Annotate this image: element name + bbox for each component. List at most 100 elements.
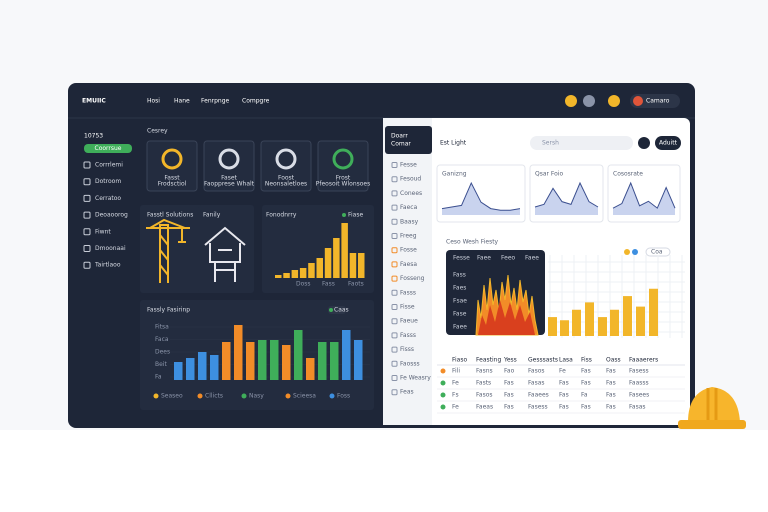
button-label: Coorrsue [95,145,122,152]
overlay-menu [383,118,432,425]
legend-dot [285,393,291,399]
row-dot [440,380,446,386]
table-header: Faaaerers [629,357,658,364]
card[interactable] [146,140,198,192]
nav-link[interactable]: Compgre [242,98,270,105]
menu-icon [391,275,398,282]
menu-item[interactable]: Tairtlaoo [94,262,121,269]
icon-button[interactable] [638,137,650,149]
menu-item[interactable]: Cerratoo [95,195,121,202]
card-icon [275,148,297,170]
panel-title: Fanily [203,212,221,219]
header-icon[interactable] [608,95,620,107]
menu-item[interactable]: Fosse [400,247,417,254]
table-cell: Fasts [476,380,491,387]
bar [333,238,340,278]
card[interactable] [260,140,312,192]
menu-icon [391,218,398,225]
menu-item[interactable]: Fosseng [400,275,425,282]
table-header: Lasa [559,357,573,364]
avatar [633,96,643,106]
menu-item[interactable]: Fasss [400,332,416,339]
menu-item[interactable]: Fesoud [400,176,421,183]
menu-item[interactable]: Fisse [400,304,415,311]
house-icon [204,226,246,282]
table-cell: Faaees [528,392,549,399]
sidebar-button[interactable] [84,144,132,153]
bar [316,258,323,278]
axis-label: Dees [155,349,170,356]
menu-item[interactable]: Faeue [400,318,418,325]
menu-item[interactable]: Fiwnt [95,228,111,235]
menu-icon [391,261,398,268]
menu-item[interactable]: Dmoonaai [95,245,126,252]
card-label: Fasst [164,175,180,182]
legend-dot [197,393,203,399]
table-cell: Fasos [528,368,545,375]
table-cell: Fili [452,368,460,375]
menu-icon [83,211,91,219]
bar [349,253,357,278]
card[interactable] [203,140,255,192]
menu-item[interactable]: Fe Weasry [400,375,431,382]
nav-link[interactable]: Hosi [147,98,160,105]
bar [198,352,207,380]
menu-header [385,126,432,154]
search-box[interactable] [530,136,633,150]
menu-item[interactable]: Corrrlemi [95,162,123,169]
nav-link[interactable]: Hane [174,98,190,105]
row-dot [440,368,446,374]
legend-label: Fiase [348,212,363,219]
table-cell: Fasas [528,380,545,387]
bar [222,342,231,380]
bar [636,306,645,336]
bar [306,358,315,380]
menu-item[interactable]: Conees [400,190,422,197]
menu-item[interactable]: Baasy [400,218,419,225]
menu-item[interactable]: Faesa [400,261,417,268]
axis-label: Faca [155,336,169,343]
table-cell: Faeas [476,404,493,411]
menu-icon [391,247,398,254]
menu-item[interactable]: Faosss [400,360,420,367]
table-cell: Fasess [528,404,548,411]
menu-item[interactable]: Fasss [400,289,416,296]
card-icon [161,148,183,170]
menu-item[interactable]: Fisss [400,346,414,353]
mini-title: Qsar Foio [535,171,563,178]
card-label: Frodsctiol [158,181,187,188]
menu-title: Doarr [391,133,408,140]
menu-item[interactable]: Freeg [400,233,417,240]
panel-title: Fassly Fasirinp [147,307,190,314]
menu-item[interactable]: Dotroom [95,178,121,185]
menu-icon [391,233,398,239]
header-icon[interactable] [565,95,577,107]
table-header: Yess [503,357,517,364]
menu-item[interactable]: Fesse [400,162,417,169]
action-button[interactable] [655,136,681,150]
menu-icon [391,360,398,367]
card-icon [332,148,354,170]
menu-icon [83,228,91,236]
bar [324,248,332,278]
menu-item[interactable]: Faeca [400,204,418,211]
table-header: Fiss [581,357,592,364]
header-icon[interactable] [583,95,595,107]
tag [328,306,346,314]
user-pill[interactable] [630,94,680,108]
menu-icon [391,304,398,310]
bar [174,362,183,380]
table-cell: Fas [504,380,514,387]
bar [598,317,607,336]
axis-label: Doss [296,281,311,288]
bar [610,309,619,336]
menu-item[interactable]: Deoaoorog [95,212,128,219]
card[interactable] [317,140,369,192]
menu-item[interactable]: Feas [400,389,414,396]
nav-link[interactable]: Fenrpnge [201,98,230,105]
mini-line [612,181,676,209]
bar [291,270,299,278]
bar [623,296,632,336]
card-label: Neonsaletloes [265,181,307,188]
inset-header: Fesse [453,255,470,262]
